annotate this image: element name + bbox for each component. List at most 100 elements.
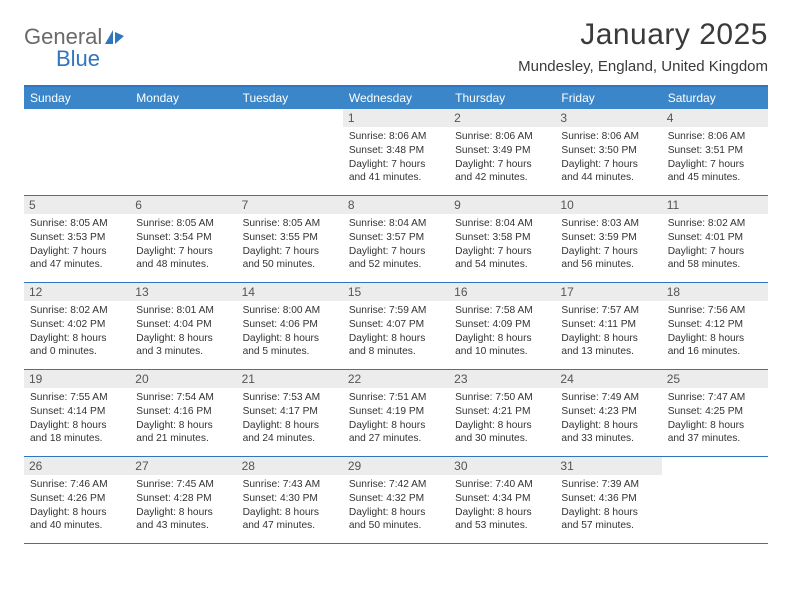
- day-number: 10: [555, 196, 661, 214]
- daylight-line2: and 50 minutes.: [243, 258, 337, 272]
- daylight-line1: Daylight: 7 hours: [30, 245, 124, 259]
- day-cell: [130, 109, 236, 195]
- daylight-line1: Daylight: 7 hours: [668, 245, 762, 259]
- day-number: 7: [237, 196, 343, 214]
- sunrise-text: Sunrise: 7:57 AM: [561, 304, 655, 318]
- sunrise-text: Sunrise: 8:02 AM: [30, 304, 124, 318]
- day-info: Sunrise: 7:53 AMSunset: 4:17 PMDaylight:…: [243, 391, 337, 446]
- daylight-line2: and 21 minutes.: [136, 432, 230, 446]
- sunrise-text: Sunrise: 7:58 AM: [455, 304, 549, 318]
- sunset-text: Sunset: 4:34 PM: [455, 492, 549, 506]
- sunset-text: Sunset: 3:57 PM: [349, 231, 443, 245]
- day-cell: 30Sunrise: 7:40 AMSunset: 4:34 PMDayligh…: [449, 457, 555, 543]
- day-number: 2: [449, 109, 555, 127]
- sunrise-text: Sunrise: 8:03 AM: [561, 217, 655, 231]
- daylight-line1: Daylight: 8 hours: [349, 419, 443, 433]
- day-cell: 27Sunrise: 7:45 AMSunset: 4:28 PMDayligh…: [130, 457, 236, 543]
- day-cell: 5Sunrise: 8:05 AMSunset: 3:53 PMDaylight…: [24, 196, 130, 282]
- day-info: Sunrise: 7:46 AMSunset: 4:26 PMDaylight:…: [30, 478, 124, 533]
- day-number: 24: [555, 370, 661, 388]
- day-number: 8: [343, 196, 449, 214]
- dow-sunday: Sunday: [24, 87, 130, 109]
- day-number: 31: [555, 457, 661, 475]
- sunset-text: Sunset: 4:02 PM: [30, 318, 124, 332]
- day-info: Sunrise: 7:45 AMSunset: 4:28 PMDaylight:…: [136, 478, 230, 533]
- day-info: Sunrise: 8:06 AMSunset: 3:49 PMDaylight:…: [455, 130, 549, 185]
- day-number: 9: [449, 196, 555, 214]
- sunrise-text: Sunrise: 7:47 AM: [668, 391, 762, 405]
- day-info: Sunrise: 7:54 AMSunset: 4:16 PMDaylight:…: [136, 391, 230, 446]
- day-info: Sunrise: 8:02 AMSunset: 4:01 PMDaylight:…: [668, 217, 762, 272]
- daylight-line1: Daylight: 7 hours: [455, 158, 549, 172]
- daylight-line2: and 30 minutes.: [455, 432, 549, 446]
- sunrise-text: Sunrise: 7:51 AM: [349, 391, 443, 405]
- week-row: 1Sunrise: 8:06 AMSunset: 3:48 PMDaylight…: [24, 109, 768, 196]
- sunset-text: Sunset: 4:28 PM: [136, 492, 230, 506]
- sunrise-text: Sunrise: 7:46 AM: [30, 478, 124, 492]
- sunrise-text: Sunrise: 8:06 AM: [349, 130, 443, 144]
- daylight-line1: Daylight: 7 hours: [243, 245, 337, 259]
- sunrise-text: Sunrise: 7:54 AM: [136, 391, 230, 405]
- sunset-text: Sunset: 4:16 PM: [136, 405, 230, 419]
- dow-header-row: Sunday Monday Tuesday Wednesday Thursday…: [24, 87, 768, 109]
- daylight-line2: and 44 minutes.: [561, 171, 655, 185]
- daylight-line1: Daylight: 7 hours: [561, 158, 655, 172]
- day-number: 19: [24, 370, 130, 388]
- day-cell: 3Sunrise: 8:06 AMSunset: 3:50 PMDaylight…: [555, 109, 661, 195]
- day-number: 21: [237, 370, 343, 388]
- sunset-text: Sunset: 3:54 PM: [136, 231, 230, 245]
- day-number: 28: [237, 457, 343, 475]
- day-cell: 9Sunrise: 8:04 AMSunset: 3:58 PMDaylight…: [449, 196, 555, 282]
- daylight-line1: Daylight: 7 hours: [349, 158, 443, 172]
- sunset-text: Sunset: 4:32 PM: [349, 492, 443, 506]
- day-info: Sunrise: 8:00 AMSunset: 4:06 PMDaylight:…: [243, 304, 337, 359]
- daylight-line1: Daylight: 7 hours: [349, 245, 443, 259]
- daylight-line2: and 50 minutes.: [349, 519, 443, 533]
- sunrise-text: Sunrise: 7:53 AM: [243, 391, 337, 405]
- page-title: January 2025: [518, 18, 768, 52]
- sunrise-text: Sunrise: 8:06 AM: [455, 130, 549, 144]
- daylight-line1: Daylight: 8 hours: [561, 506, 655, 520]
- sunrise-text: Sunrise: 8:06 AM: [561, 130, 655, 144]
- sunset-text: Sunset: 4:06 PM: [243, 318, 337, 332]
- daylight-line2: and 18 minutes.: [30, 432, 124, 446]
- sunrise-text: Sunrise: 7:55 AM: [30, 391, 124, 405]
- daylight-line1: Daylight: 7 hours: [136, 245, 230, 259]
- week-row: 26Sunrise: 7:46 AMSunset: 4:26 PMDayligh…: [24, 457, 768, 544]
- daylight-line2: and 33 minutes.: [561, 432, 655, 446]
- sunrise-text: Sunrise: 7:50 AM: [455, 391, 549, 405]
- daylight-line1: Daylight: 8 hours: [349, 506, 443, 520]
- day-info: Sunrise: 8:03 AMSunset: 3:59 PMDaylight:…: [561, 217, 655, 272]
- sunrise-text: Sunrise: 8:01 AM: [136, 304, 230, 318]
- sunset-text: Sunset: 3:50 PM: [561, 144, 655, 158]
- sunset-text: Sunset: 4:01 PM: [668, 231, 762, 245]
- daylight-line1: Daylight: 8 hours: [668, 419, 762, 433]
- daylight-line2: and 41 minutes.: [349, 171, 443, 185]
- sunrise-text: Sunrise: 8:00 AM: [243, 304, 337, 318]
- day-number: 15: [343, 283, 449, 301]
- day-cell: 24Sunrise: 7:49 AMSunset: 4:23 PMDayligh…: [555, 370, 661, 456]
- day-number: 11: [662, 196, 768, 214]
- calendar: Sunday Monday Tuesday Wednesday Thursday…: [24, 85, 768, 544]
- day-number: 30: [449, 457, 555, 475]
- sunrise-text: Sunrise: 8:02 AM: [668, 217, 762, 231]
- day-number: 29: [343, 457, 449, 475]
- daylight-line1: Daylight: 8 hours: [30, 506, 124, 520]
- sunset-text: Sunset: 4:11 PM: [561, 318, 655, 332]
- day-number: 23: [449, 370, 555, 388]
- sunrise-text: Sunrise: 7:49 AM: [561, 391, 655, 405]
- day-cell: 20Sunrise: 7:54 AMSunset: 4:16 PMDayligh…: [130, 370, 236, 456]
- daylight-line2: and 56 minutes.: [561, 258, 655, 272]
- day-info: Sunrise: 7:47 AMSunset: 4:25 PMDaylight:…: [668, 391, 762, 446]
- daylight-line1: Daylight: 8 hours: [136, 419, 230, 433]
- day-info: Sunrise: 7:57 AMSunset: 4:11 PMDaylight:…: [561, 304, 655, 359]
- day-info: Sunrise: 8:05 AMSunset: 3:53 PMDaylight:…: [30, 217, 124, 272]
- dow-monday: Monday: [130, 87, 236, 109]
- sunset-text: Sunset: 4:23 PM: [561, 405, 655, 419]
- sunset-text: Sunset: 3:49 PM: [455, 144, 549, 158]
- dow-thursday: Thursday: [449, 87, 555, 109]
- day-cell: 2 Sunrise: 8:06 AMSunset: 3:49 PMDaylight…: [449, 109, 555, 195]
- sunset-text: Sunset: 4:26 PM: [30, 492, 124, 506]
- week-row: 5Sunrise: 8:05 AMSunset: 3:53 PMDaylight…: [24, 196, 768, 283]
- day-info: Sunrise: 8:06 AMSunset: 3:50 PMDaylight:…: [561, 130, 655, 185]
